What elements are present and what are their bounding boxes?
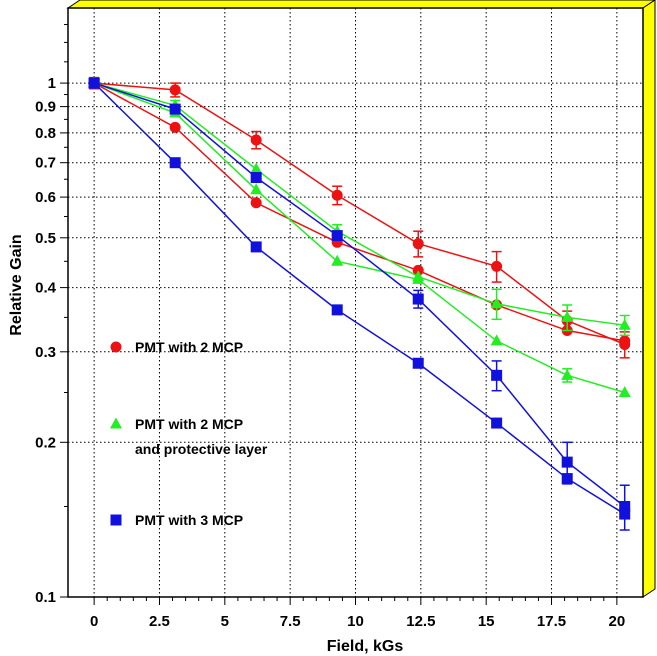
data-point-square	[169, 103, 181, 115]
data-point-square	[491, 417, 503, 429]
data-point-square	[110, 514, 122, 526]
data-point-triangle	[412, 272, 425, 284]
data-point-square	[412, 357, 424, 369]
x-tick-label: 2.5	[149, 613, 170, 630]
data-point-circle	[412, 238, 424, 250]
data-point-circle	[169, 121, 181, 133]
data-area	[88, 76, 631, 531]
data-point-square	[250, 172, 262, 184]
frame-right-wall	[642, 0, 656, 598]
data-point-square	[491, 369, 503, 381]
legend-label: PMT with 2 MCP	[135, 416, 243, 432]
legend-entry: PMT with 3 MCP	[110, 512, 243, 528]
data-point-circle	[619, 335, 631, 347]
data-point-square	[250, 241, 262, 253]
data-point-triangle	[250, 162, 263, 174]
series-line	[93, 82, 626, 508]
y-tick-label: 0.7	[35, 155, 56, 172]
series-line	[93, 82, 625, 394]
x-axis-title: Field, kGs	[327, 638, 404, 655]
legend-label: and protective layer	[135, 441, 268, 457]
series-line	[93, 82, 626, 515]
data-point-circle	[331, 189, 343, 201]
y-tick-label: 1	[48, 75, 56, 92]
y-tick-label: 0.3	[35, 344, 56, 361]
data-point-triangle	[561, 368, 574, 380]
y-tick-label: 0.1	[35, 589, 56, 606]
x-tick-label: 10	[347, 613, 364, 630]
data-point-circle	[250, 197, 262, 209]
data-point-square	[561, 473, 573, 485]
x-tick-label: 7.5	[280, 613, 301, 630]
frame	[66, 0, 656, 598]
y-tick-label: 0.5	[35, 230, 56, 247]
y-tick-label: 0.6	[35, 189, 56, 206]
data-point-triangle	[331, 254, 344, 266]
series-line	[93, 82, 625, 342]
data-point-triangle	[490, 334, 503, 346]
data-point-triangle	[618, 318, 631, 330]
data-point-circle	[110, 341, 122, 353]
data-point-square	[88, 77, 100, 89]
x-tick-label: 12.5	[406, 613, 435, 630]
data-point-square	[619, 501, 631, 513]
data-point-triangle	[250, 183, 263, 195]
legend-label: PMT with 2 MCP	[135, 339, 243, 355]
frame-top-wall	[66, 0, 656, 9]
data-point-triangle	[490, 297, 503, 309]
legend-entry: PMT with 2 MCP	[110, 339, 243, 355]
data-point-circle	[491, 260, 503, 272]
legend-label: PMT with 3 MCP	[135, 512, 243, 528]
y-tick-label: 0.4	[35, 280, 57, 297]
legend-entry: PMT with 2 MCP and protective layer	[110, 416, 268, 457]
legend: PMT with 2 MCP PMT with 2 MCP and protecti…	[110, 339, 268, 528]
y-axis-title: Relative Gain	[8, 234, 25, 335]
data-point-triangle	[561, 310, 574, 322]
series-line	[93, 82, 625, 326]
x-tick-label: 15	[478, 613, 495, 630]
y-tick-label: 0.8	[35, 125, 56, 142]
series-square	[88, 77, 631, 531]
data-point-square	[331, 230, 343, 242]
y-tick-label: 0.9	[35, 99, 56, 116]
data-point-triangle	[110, 417, 122, 429]
data-point-square	[331, 304, 343, 316]
y-tick-label: 0.2	[35, 434, 56, 451]
data-point-circle	[169, 84, 181, 96]
data-point-square	[561, 456, 573, 468]
data-point-triangle	[618, 385, 631, 397]
x-tick-label: 17.5	[537, 613, 566, 630]
data-point-circle	[250, 134, 262, 146]
axes: 0 2.5 5 7.5 10 12.5 15 17.5 20 0.1 0.2 0.3 0.4 0.5 0.6…	[35, 7, 644, 630]
series-square	[88, 77, 631, 520]
x-tick-label: 0	[90, 613, 98, 630]
x-tick-label: 20	[609, 613, 626, 630]
series-line	[94, 82, 625, 346]
data-point-square	[619, 508, 631, 520]
x-tick-label: 5	[221, 613, 229, 630]
data-point-square	[412, 293, 424, 305]
series-circle	[88, 77, 631, 347]
data-point-square	[169, 157, 181, 169]
